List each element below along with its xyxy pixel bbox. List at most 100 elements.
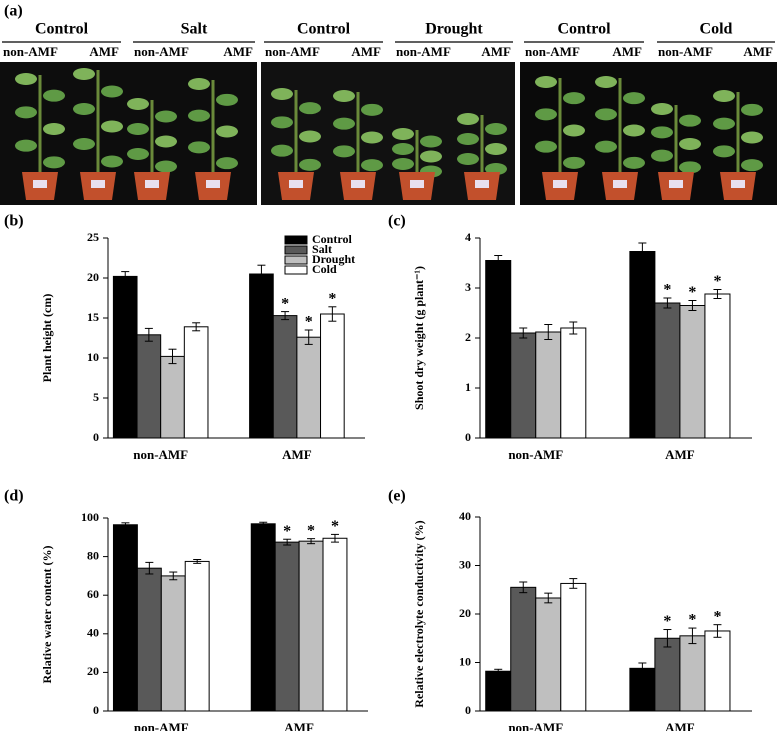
error-bar <box>145 561 154 575</box>
y-tick-label: 60 <box>87 587 99 601</box>
error-bar <box>713 624 722 638</box>
plant-leaf <box>713 145 735 158</box>
inoculation-label: non-AMF <box>134 44 189 59</box>
error-bar <box>494 668 503 674</box>
plant-leaf <box>43 123 65 135</box>
error-bar <box>257 264 266 284</box>
significance-mark: * <box>305 314 313 331</box>
bar <box>136 334 162 439</box>
error-bar <box>519 581 528 594</box>
plant-leaf <box>73 68 95 80</box>
x-tick-label: AMF <box>665 447 695 462</box>
bar <box>629 251 656 439</box>
error-bar <box>569 321 578 335</box>
plant-leaf <box>73 103 95 115</box>
plant-leaf <box>271 88 293 100</box>
y-tick-label: 10 <box>87 350 99 364</box>
pot-tag <box>731 180 745 188</box>
plant-leaf <box>299 102 321 115</box>
plant-leaf <box>127 148 149 160</box>
plant-leaf <box>623 92 645 105</box>
bar <box>485 260 512 439</box>
y-tick-label: 0 <box>93 430 99 444</box>
plant-leaf <box>127 123 149 135</box>
plant-leaf <box>679 114 701 127</box>
x-tick-label: AMF <box>282 447 312 462</box>
y-tick-label: 5 <box>93 390 99 404</box>
pot-tag <box>553 180 567 188</box>
bar <box>679 305 706 439</box>
legend-swatch <box>284 245 308 255</box>
plant-leaf <box>535 140 557 153</box>
plant-leaf <box>713 90 735 102</box>
y-tick-label: 30 <box>459 557 471 571</box>
plant-leaf <box>535 76 557 88</box>
y-tick-label: 15 <box>87 310 99 324</box>
plant-leaf <box>216 157 238 170</box>
plant-leaf <box>679 138 701 150</box>
plant-leaf <box>43 89 65 102</box>
error-bar <box>638 242 647 261</box>
legend-label: Salt <box>312 242 332 256</box>
plant-leaf <box>563 92 585 105</box>
pot-tag <box>91 180 105 188</box>
bar <box>654 637 681 712</box>
error-bar <box>330 533 339 543</box>
plant-leaf <box>741 159 763 172</box>
y-tick-label: 0 <box>465 430 471 444</box>
plant-leaf <box>43 156 65 169</box>
panel-label: (a) <box>4 3 23 20</box>
error-bar <box>688 300 697 311</box>
error-bar <box>663 629 672 648</box>
plant-leaf <box>361 103 383 116</box>
bar <box>322 537 348 712</box>
y-tick-label: 20 <box>87 270 99 284</box>
x-tick-label: non-AMF <box>508 720 563 731</box>
error-bar <box>304 329 313 345</box>
x-tick-label: non-AMF <box>134 720 189 731</box>
inoculation-label: non-AMF <box>525 44 580 59</box>
pot-tag <box>410 180 424 188</box>
plant-leaf <box>651 126 673 139</box>
y-tick-label: 0 <box>93 703 99 717</box>
plant-leaf <box>15 73 37 85</box>
bar <box>160 355 185 439</box>
plant-leaf <box>299 158 321 171</box>
significance-mark: * <box>713 608 721 625</box>
x-tick-label: AMF <box>284 720 314 731</box>
treatment-header: Control <box>35 21 89 38</box>
photo-strip <box>0 62 777 205</box>
error-bar <box>169 571 178 581</box>
plant-leaf <box>155 135 177 148</box>
significance-mark: * <box>331 518 339 535</box>
bar <box>560 582 587 712</box>
error-bar <box>569 578 578 589</box>
plant-leaf <box>271 144 293 157</box>
bar <box>510 332 537 439</box>
bar <box>679 635 706 712</box>
plant-leaf <box>457 133 479 145</box>
plant-leaf <box>535 108 557 121</box>
plant-leaf <box>271 116 293 129</box>
inoculation-label: AMF <box>743 44 773 59</box>
plant-leaf <box>485 143 507 155</box>
bar <box>112 524 138 712</box>
error-bar <box>638 662 647 675</box>
panel-label: (d) <box>4 488 24 505</box>
x-tick-label: AMF <box>665 720 695 731</box>
error-bar <box>688 627 697 645</box>
panel-label: (e) <box>388 488 406 505</box>
error-bar <box>121 271 130 282</box>
bar <box>704 630 731 712</box>
bar <box>250 523 276 712</box>
y-tick-label: 100 <box>81 510 99 524</box>
error-bar <box>494 255 503 266</box>
significance-mark: * <box>281 295 289 312</box>
panel-label: (b) <box>4 213 24 230</box>
plant-leaf <box>651 149 673 162</box>
legend-swatch <box>284 255 308 265</box>
inoculation-label: non-AMF <box>3 44 58 59</box>
y-tick-label: 1 <box>465 380 471 394</box>
treatment-header: Salt <box>181 21 208 38</box>
